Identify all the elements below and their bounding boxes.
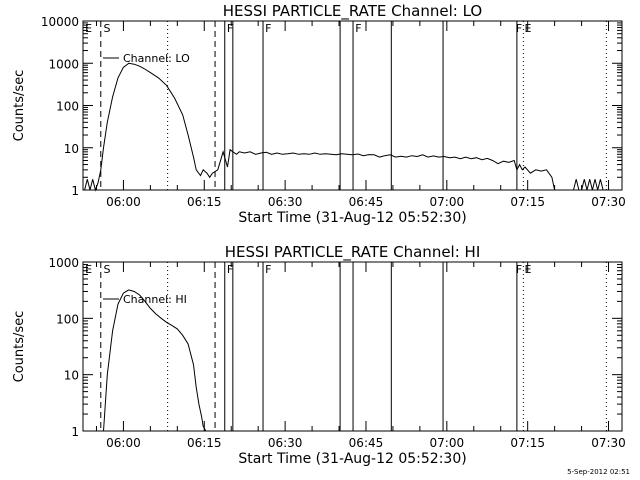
y-tick-label: 10000 (41, 15, 79, 29)
series-line-0 (103, 289, 207, 432)
y-tick-label: 1 (71, 184, 79, 198)
marker-label: E (85, 263, 92, 276)
x-tick-label: 07:30 (591, 195, 626, 209)
y-tick-label: 1 (71, 425, 79, 439)
marker-label: F (355, 22, 361, 35)
y-tick-label: 1000 (48, 256, 79, 270)
y-tick-label: 10 (64, 369, 79, 383)
x-tick-label: 06:45 (349, 195, 384, 209)
y-tick-label: 100 (56, 100, 79, 114)
x-tick-label: 06:00 (106, 436, 141, 450)
x-tick-label: 06:30 (268, 195, 303, 209)
marker-label: E (85, 22, 92, 35)
marker-label: F (516, 263, 522, 276)
chart-panel-hi: HESSI PARTICLE_RATE Channel: HI 1 10 100 100… (12, 243, 626, 467)
marker-label: S (103, 22, 110, 35)
x-tick-label: 06:15 (187, 195, 222, 209)
x-tick-label: 06:00 (106, 195, 141, 209)
x-tick-label: 07:15 (510, 436, 545, 450)
chart-title: HESSI PARTICLE_RATE Channel: HI (225, 243, 481, 262)
x-tick-label: 06:15 (187, 436, 222, 450)
x-tick-label: 07:30 (591, 436, 626, 450)
series-line-0 (84, 62, 556, 192)
y-tick-label: 10 (64, 142, 79, 156)
x-tick-label: 07:15 (510, 195, 545, 209)
chart-title: HESSI PARTICLE_RATE Channel: LO (223, 2, 482, 21)
marker-label: S (103, 263, 110, 276)
x-axis-label: Start Time (31-Aug-12 05:52:30) (238, 451, 466, 467)
plot-frame (82, 261, 623, 432)
marker-label: E (524, 22, 531, 35)
marker-label: F (227, 22, 233, 35)
x-axis-label: Start Time (31-Aug-12 05:52:30) (238, 210, 466, 226)
x-tick-label: 06:45 (349, 436, 384, 450)
legend-label: Channel: HI (123, 293, 187, 306)
y-tick-label: 1000 (48, 57, 79, 71)
marker-label: F (265, 263, 271, 276)
legend-label: Channel: LO (123, 52, 190, 65)
footer-timestamp: 5-Sep-2012 02:51 (567, 468, 630, 476)
y-axis-label: Counts/sec (12, 70, 27, 142)
y-axis-label: Counts/sec (12, 311, 27, 383)
marker-label: F (227, 263, 233, 276)
x-tick-label: 07:00 (430, 195, 465, 209)
marker-label: E (524, 263, 531, 276)
y-tick-label: 100 (56, 312, 79, 326)
series-line-1 (573, 179, 606, 191)
marker-label: F (516, 22, 522, 35)
chart-panel-lo: HESSI PARTICLE_RATE Channel: LO 1 10 100 100… (12, 2, 626, 226)
marker-label: F (265, 22, 271, 35)
x-tick-label: 06:30 (268, 436, 303, 450)
x-tick-label: 07:00 (430, 436, 465, 450)
